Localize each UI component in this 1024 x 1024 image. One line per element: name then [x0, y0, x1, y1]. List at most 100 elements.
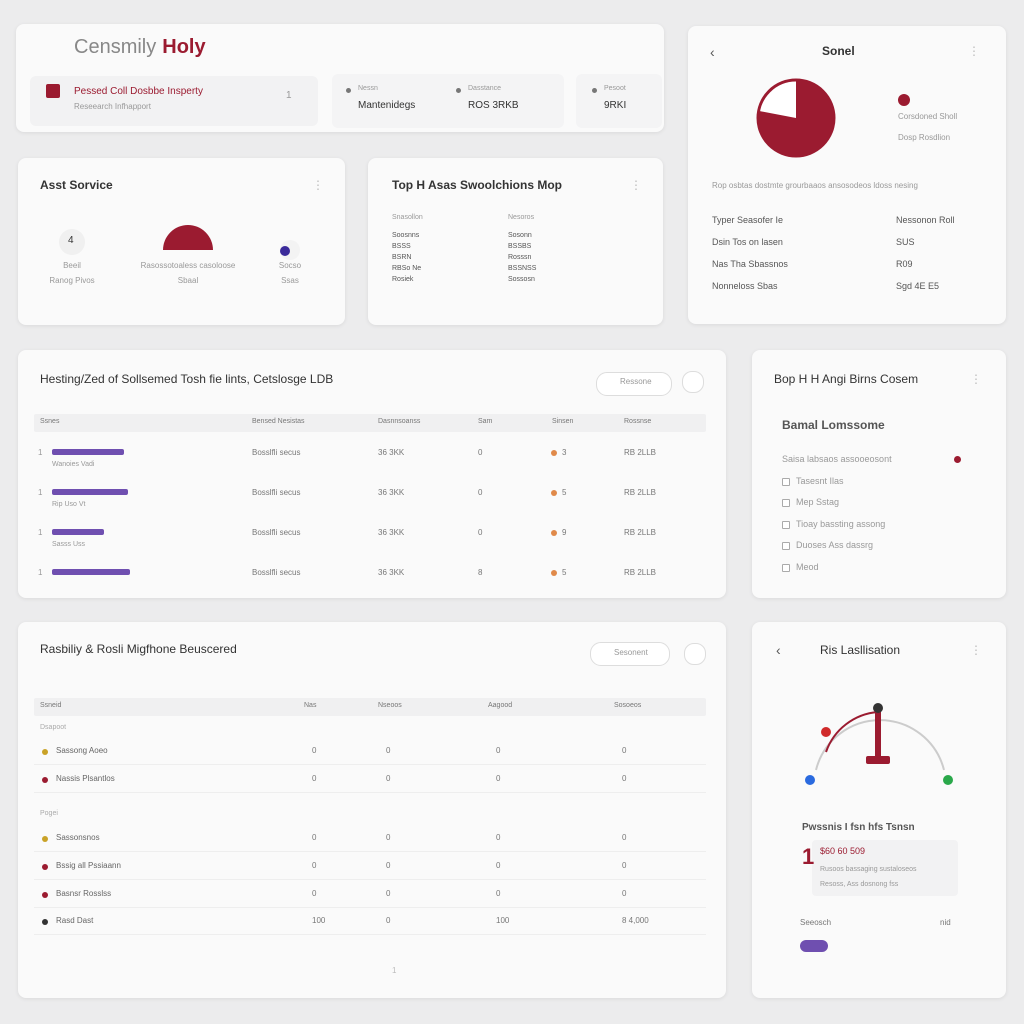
row-index: 1	[38, 488, 43, 497]
stat-value: ROS 3RKB	[468, 100, 519, 111]
cell: RB 2LLB	[624, 488, 657, 497]
group-name: Pogei	[40, 810, 58, 817]
cell: 0	[386, 746, 391, 755]
item-dot	[280, 246, 290, 256]
cell: 0	[496, 861, 501, 870]
card-title: Top H Asas Swoolchions Mop	[392, 178, 563, 192]
header-row	[34, 698, 706, 716]
list-item: Tasesnt Ilas	[796, 475, 844, 486]
button[interactable]	[596, 372, 672, 396]
gauge-knob	[873, 703, 883, 713]
icon-text: 4	[68, 235, 74, 246]
column-header: Ssnes	[40, 418, 60, 425]
back-icon: ‹	[710, 44, 715, 60]
row-dot	[42, 749, 48, 755]
cell: 0	[386, 889, 391, 898]
cell: Bosslfli secus	[252, 568, 301, 577]
item-icon	[46, 84, 60, 98]
cell: 0	[496, 833, 501, 842]
column-line: BSSS	[392, 243, 411, 250]
column-line: Sossosn	[508, 276, 535, 283]
back-icon: ‹	[776, 642, 781, 658]
footer-label: Seeosch	[800, 918, 832, 927]
button-label: Ressone	[620, 377, 652, 386]
column-header: Sosoeos	[614, 702, 642, 709]
column-header: Nas	[304, 702, 317, 709]
checkbox[interactable]	[782, 520, 790, 529]
toggle[interactable]	[800, 940, 828, 952]
cell: 0	[386, 861, 391, 870]
row-value: SUS	[896, 237, 915, 247]
sonel-card	[688, 26, 1006, 324]
row-name: Sassong Aoeo	[56, 746, 108, 755]
row-label: Typer Seasofer Ie	[712, 215, 784, 225]
dome-icon	[163, 225, 213, 250]
row-divider	[34, 764, 706, 765]
icon-button[interactable]	[682, 371, 704, 393]
column-header: Sam	[478, 418, 493, 425]
cell: 36 3KK	[378, 528, 405, 537]
cell: 0	[312, 861, 317, 870]
card-title: Asst Sorvice	[40, 178, 113, 192]
cell: 0	[496, 746, 501, 755]
menu-icon: ⋮	[312, 178, 324, 192]
title-part: Holy	[162, 36, 206, 58]
item-sub: Ssas	[281, 276, 299, 285]
button[interactable]	[590, 642, 670, 666]
column-line: BSSBS	[508, 243, 532, 250]
note: Rop osbtas dostmte grourbaaos ansosodeos…	[712, 181, 918, 190]
pie-slice	[758, 79, 835, 156]
gauge-dot	[805, 775, 815, 785]
column-line: RBSo Ne	[392, 265, 422, 272]
cell: 100	[496, 916, 510, 925]
cell: 36 3KK	[378, 448, 405, 457]
row-divider	[34, 879, 706, 880]
gauge-card	[752, 622, 1006, 998]
cell: 0	[622, 861, 627, 870]
icon-button[interactable]	[684, 643, 706, 665]
column-head: Nesoros	[508, 214, 535, 221]
cell: 36 3KK	[378, 488, 405, 497]
progress-bar	[52, 449, 124, 455]
menu-icon: ⋮	[630, 178, 642, 192]
cell: Bosslfli secus	[252, 528, 301, 537]
big-number: 1	[802, 844, 815, 869]
app-title: Censmily Holy	[74, 36, 206, 59]
gauge-caption: Pwssnis I fsn hfs Tsnsn	[802, 822, 915, 833]
column-header: Nseoos	[378, 702, 402, 709]
checkbox[interactable]	[782, 499, 790, 507]
row-name: Sasss Uss	[52, 541, 86, 548]
gauge-dot	[821, 727, 831, 737]
stat-icon	[592, 88, 597, 93]
row-label: Nas Tha Sbassnos	[712, 259, 788, 269]
cell: 9	[562, 528, 567, 537]
row-name: Wanoies Vadi	[52, 461, 95, 468]
column-line: Rosssn	[508, 254, 532, 261]
row-index: 1	[38, 568, 43, 577]
cell: 0	[386, 916, 391, 925]
cell: 0	[312, 889, 317, 898]
progress-bar	[52, 569, 130, 575]
row-dot	[42, 777, 48, 783]
row-dot	[42, 892, 48, 898]
checkbox[interactable]	[782, 542, 790, 550]
button-label: Sesonent	[614, 648, 648, 657]
item-sub: Ranog Pivos	[49, 276, 95, 285]
item-box	[30, 76, 318, 126]
checkbox[interactable]	[782, 563, 790, 572]
row-label: Nonneloss Sbas	[712, 281, 778, 291]
column-header: Rossnse	[624, 418, 652, 425]
column-header: Bensed Nesistas	[252, 418, 305, 425]
item-sub: Reseearch Infhapport	[74, 102, 151, 111]
cell: 0	[622, 746, 627, 755]
list-dot	[954, 456, 961, 463]
stat-label: Nessn	[358, 85, 378, 92]
item-title: Pessed Coll Dosbbe Insperty	[74, 86, 203, 97]
list-item: Saisa labsaos assooeosont	[782, 454, 892, 464]
note: Rusoos bassaging sustaloseos	[820, 866, 917, 873]
stat-value: 9RKI	[604, 100, 627, 111]
item-icon	[59, 229, 85, 255]
checkbox[interactable]	[782, 477, 790, 486]
cell: 5	[562, 488, 567, 497]
